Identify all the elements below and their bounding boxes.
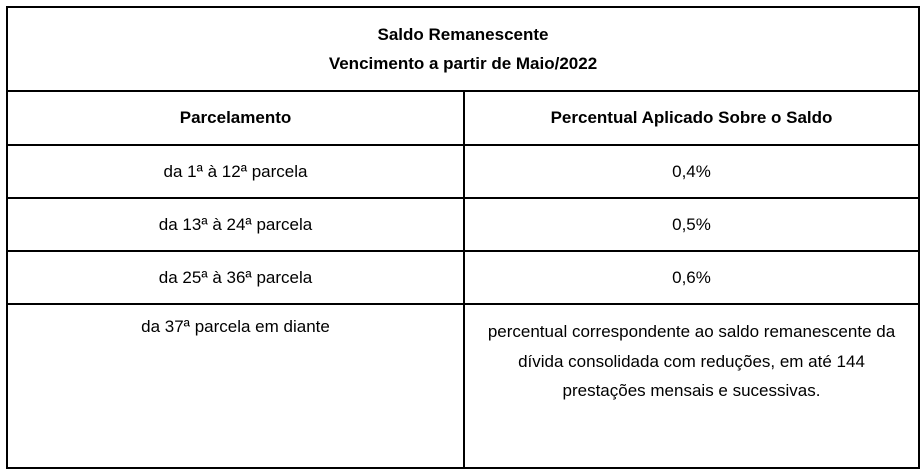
cell-range: da 37ª parcela em diante — [7, 304, 465, 468]
table-row: da 37ª parcela em diante percentual corr… — [7, 304, 919, 468]
title-line-1: Saldo Remanescente — [377, 25, 549, 44]
table-row: da 1ª à 12ª parcela 0,4% — [7, 145, 919, 199]
header-row: Parcelamento Percentual Aplicado Sobre o… — [7, 91, 919, 146]
cell-percent-wrapper: percentual correspondente ao saldo reman… — [464, 304, 919, 468]
cell-percent: 0,4% — [464, 145, 919, 199]
cell-percent: 0,6% — [464, 251, 919, 305]
title-line-2: Vencimento a partir de Maio/2022 — [328, 54, 598, 73]
cell-range: da 13ª à 24ª parcela — [7, 198, 465, 252]
table-row: da 13ª à 24ª parcela 0,5% — [7, 198, 919, 252]
cell-range: da 1ª à 12ª parcela — [7, 145, 465, 199]
title-row: Saldo Remanescente Vencimento a partir d… — [7, 7, 919, 92]
table-row: da 25ª à 36ª parcela 0,6% — [7, 251, 919, 305]
cell-percent: percentual correspondente ao saldo reman… — [487, 322, 896, 400]
cell-range: da 25ª à 36ª parcela — [7, 251, 465, 305]
saldo-table: Saldo Remanescente Vencimento a partir d… — [6, 6, 920, 469]
cell-percent: 0,5% — [464, 198, 919, 252]
header-percentual: Percentual Aplicado Sobre o Saldo — [464, 91, 919, 146]
table-title: Saldo Remanescente Vencimento a partir d… — [7, 7, 919, 92]
header-parcelamento: Parcelamento — [7, 91, 465, 146]
